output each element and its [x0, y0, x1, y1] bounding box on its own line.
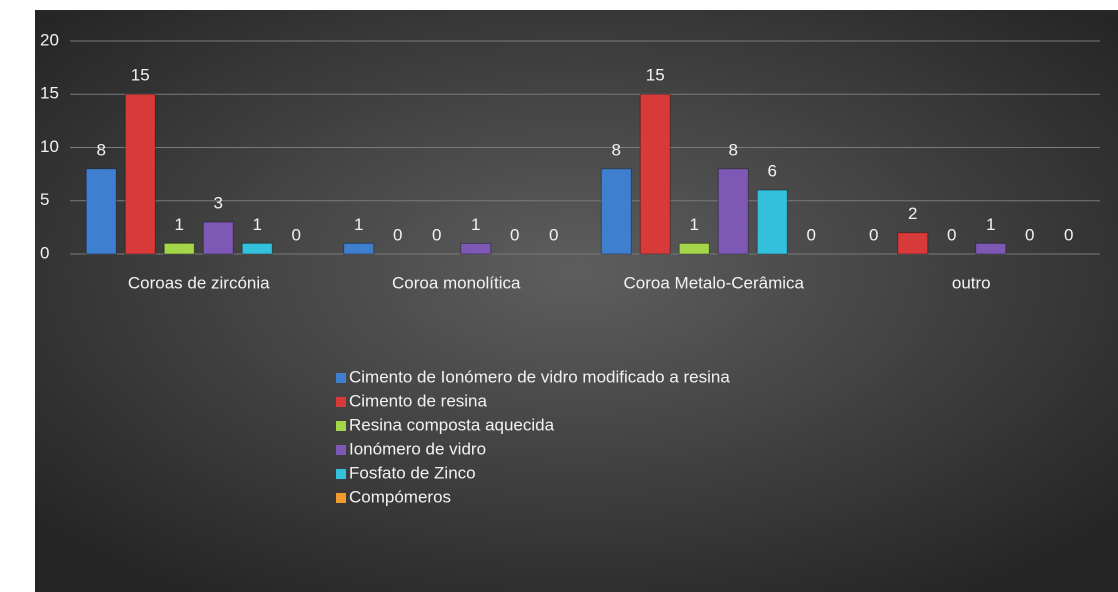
data-label: 0 — [393, 225, 402, 244]
legend-swatch — [336, 445, 346, 455]
x-tick-label: outro — [952, 273, 991, 292]
bar — [897, 232, 929, 255]
bar — [163, 242, 195, 255]
chart-background — [35, 10, 1118, 592]
y-tick-label: 0 — [40, 243, 49, 262]
legend-label: Compómeros — [349, 487, 451, 506]
data-label: 3 — [214, 194, 223, 213]
data-label: 1 — [175, 215, 184, 234]
x-tick-label: Coroas de zircónia — [128, 273, 270, 292]
x-tick-label: Coroa monolítica — [392, 273, 521, 292]
bar — [717, 168, 749, 255]
legend-label: Cimento de Ionómero de vidro modificado … — [349, 367, 730, 386]
legend-label: Resina composta aquecida — [349, 415, 555, 434]
data-label: 1 — [471, 215, 480, 234]
bar — [975, 242, 1007, 255]
data-label: 0 — [292, 225, 301, 244]
legend-label: Cimento de resina — [349, 391, 488, 410]
data-label: 0 — [869, 225, 878, 244]
data-label: 2 — [908, 204, 917, 223]
data-label: 0 — [510, 225, 519, 244]
bar — [756, 189, 788, 255]
data-label: 0 — [1064, 225, 1073, 244]
data-label: 15 — [131, 66, 150, 85]
data-label: 8 — [97, 140, 106, 159]
legend-swatch — [336, 397, 346, 407]
legend-swatch — [336, 469, 346, 479]
bar — [202, 221, 234, 255]
bar — [639, 93, 671, 255]
data-label: 0 — [807, 225, 816, 244]
data-label: 0 — [1025, 225, 1034, 244]
data-label: 1 — [986, 215, 995, 234]
y-tick-label: 5 — [40, 190, 49, 209]
bar — [85, 168, 117, 255]
bar — [343, 242, 375, 255]
bar — [241, 242, 273, 255]
bar — [124, 93, 156, 255]
data-label: 0 — [432, 225, 441, 244]
data-label: 15 — [646, 66, 665, 85]
data-label: 1 — [690, 215, 699, 234]
bar — [460, 242, 492, 255]
legend-label: Ionómero de vidro — [349, 439, 486, 458]
legend-swatch — [336, 373, 346, 383]
legend-label: Fosfato de Zinco — [349, 463, 476, 482]
y-tick-label: 20 — [40, 30, 59, 49]
legend-swatch — [336, 493, 346, 503]
data-label: 8 — [729, 140, 738, 159]
data-label: 0 — [947, 225, 956, 244]
bar — [678, 242, 710, 255]
y-tick-label: 15 — [40, 84, 59, 103]
data-label: 1 — [253, 215, 262, 234]
y-tick-label: 10 — [40, 137, 59, 156]
bar — [600, 168, 632, 255]
data-label: 8 — [612, 140, 621, 159]
data-label: 1 — [354, 215, 363, 234]
data-label: 6 — [768, 162, 777, 181]
legend-swatch — [336, 421, 346, 431]
data-label: 0 — [549, 225, 558, 244]
x-tick-label: Coroa Metalo-Cerâmica — [624, 273, 805, 292]
